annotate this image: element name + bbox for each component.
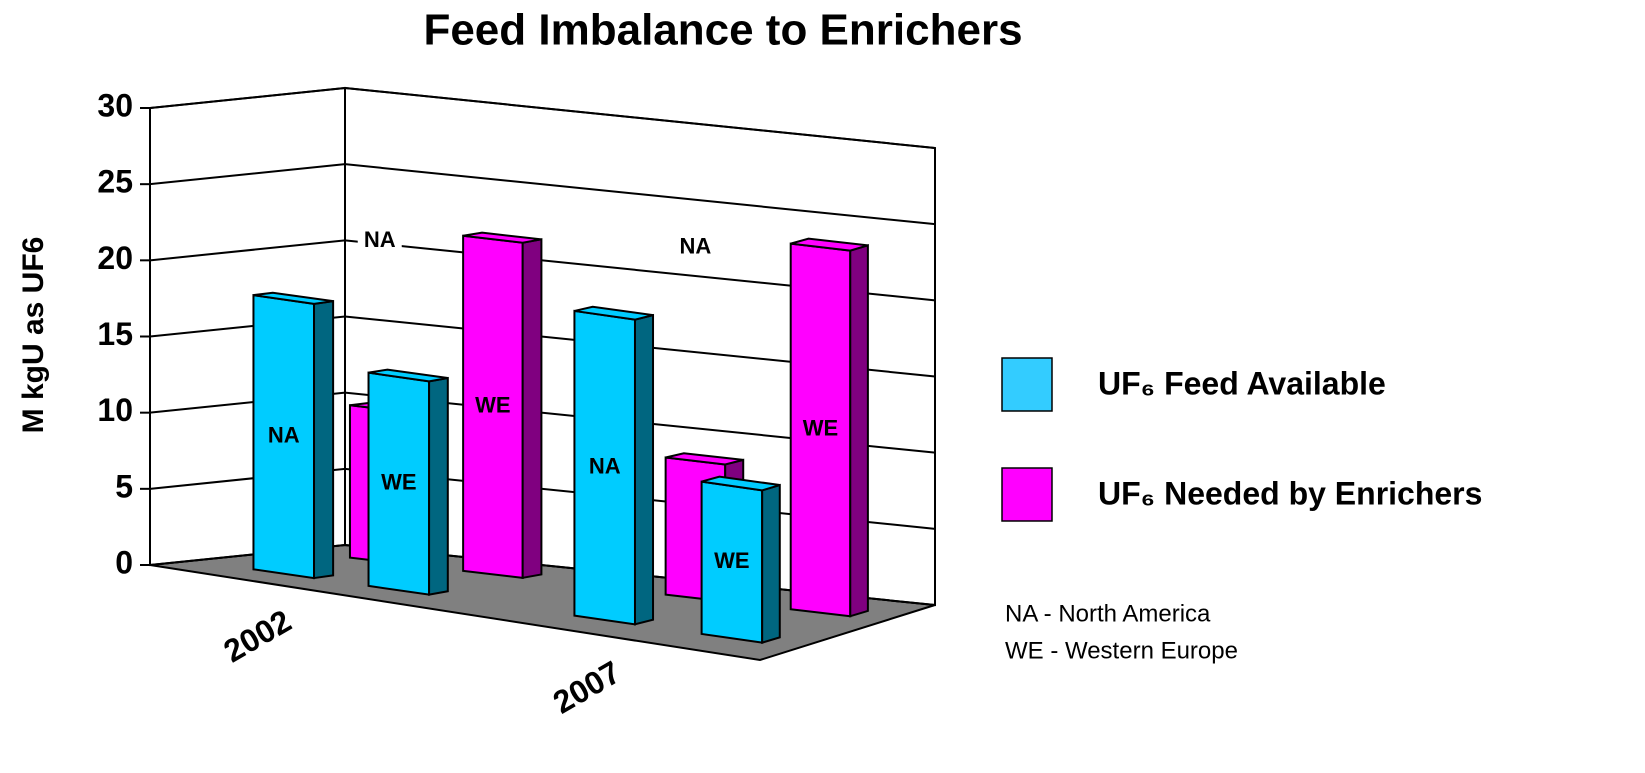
bar-side	[313, 300, 335, 580]
bar-side	[633, 313, 655, 626]
label-bg	[357, 228, 402, 255]
bar-top	[574, 305, 654, 321]
bar-label: WE	[803, 416, 838, 441]
note: WE - Western Europe	[1005, 637, 1238, 664]
chart-title: Feed Imbalance to Enrichers	[423, 6, 1022, 55]
bar-label: WE	[475, 393, 510, 418]
bar-top	[462, 231, 542, 244]
bar-side	[428, 376, 449, 596]
bar-side	[849, 243, 869, 618]
bar-side	[761, 483, 781, 645]
y-tick-label: 20	[97, 240, 133, 276]
legend-swatch	[1001, 467, 1053, 522]
bar-label: WE	[381, 469, 416, 494]
bar	[789, 237, 869, 618]
note: NA - North America	[1005, 600, 1211, 627]
grid-line	[149, 86, 936, 149]
legend-label: UF₆ Needed by Enrichers	[1098, 475, 1482, 511]
label-bg	[673, 234, 718, 261]
grid-line	[149, 391, 936, 454]
y-tick-label: 30	[97, 87, 133, 123]
bar	[462, 231, 543, 580]
bar-top	[701, 475, 781, 492]
bar	[700, 475, 781, 645]
bar-top	[790, 237, 869, 252]
legend-label: UF₆ Feed Available	[1098, 365, 1386, 401]
grid-line	[149, 163, 936, 226]
bar-top	[665, 452, 744, 466]
y-axis-label: M kgU as UF6	[17, 237, 50, 434]
grid-line	[149, 239, 936, 302]
y-tick-label: 0	[115, 544, 133, 580]
bar	[252, 291, 335, 580]
bar	[573, 305, 655, 626]
bar-label: NA	[680, 234, 712, 259]
y-tick-label: 5	[115, 468, 133, 504]
bar-label: NA	[268, 422, 300, 447]
x-tick-label: 2007	[547, 654, 627, 721]
bar-label: NA	[589, 453, 621, 478]
bar-top	[253, 291, 334, 305]
y-tick-label: 15	[97, 316, 133, 352]
bar	[367, 368, 449, 596]
grid-line	[149, 315, 936, 378]
legend-swatch	[1001, 357, 1053, 412]
bar-label: WE	[714, 548, 749, 573]
x-tick-label: 2002	[218, 602, 298, 669]
bar-label: NA	[364, 227, 396, 252]
bar-side	[521, 238, 543, 580]
y-tick-label: 10	[97, 392, 133, 428]
bar-top	[368, 368, 448, 383]
y-tick-label: 25	[97, 164, 133, 200]
